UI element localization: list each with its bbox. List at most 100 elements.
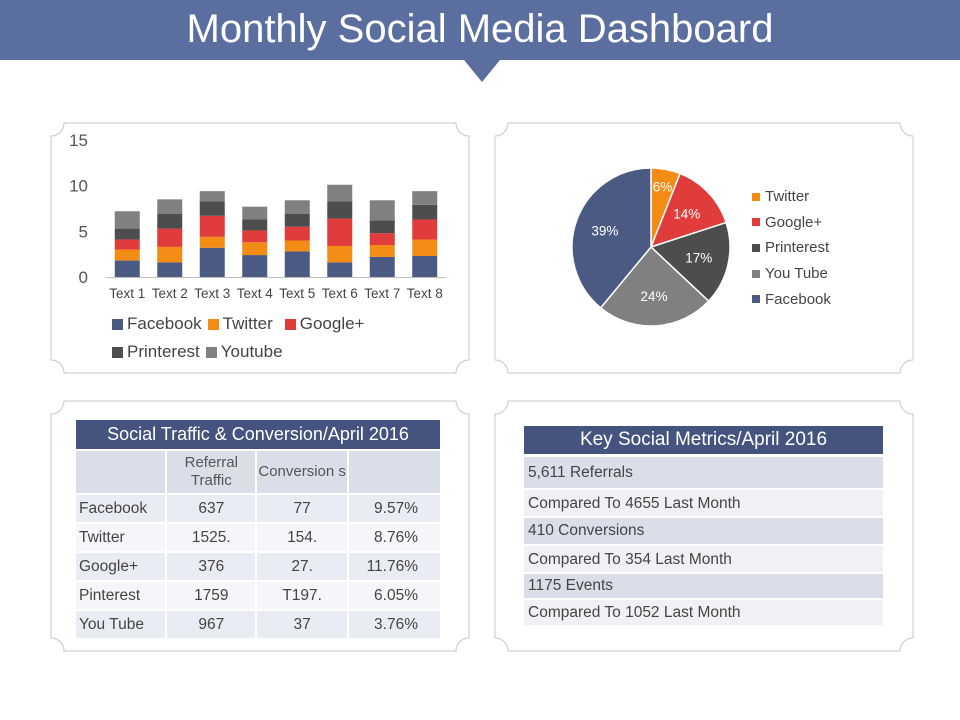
pie-data-label: 39% (591, 223, 618, 238)
bar-segment-google (284, 226, 310, 241)
traffic-table: Social Traffic & Conversion/April 2016 R… (74, 418, 442, 640)
bar-segment-twitter (199, 236, 225, 248)
stacked-bar-chart: 0 5 10 15 Text 1 Text 2 Text 3 Text 4 Text 5 Text… (69, 131, 446, 301)
bar-segment-facebook (114, 260, 140, 277)
legend-item-youtube: Youtube (205, 342, 283, 362)
bar-segment-facebook (199, 247, 225, 277)
bar-segment-twitter (114, 249, 140, 261)
legend-item-google-plus: Google+ (284, 314, 365, 334)
bar-segment-printerest (242, 219, 268, 231)
bar-segment-facebook (284, 251, 310, 277)
bar-segment-youtube (412, 191, 438, 205)
rate-cell: 11.76% (348, 553, 440, 580)
legend-swatch-youtube (205, 346, 217, 358)
panel-frame (494, 400, 914, 652)
y-tick-label: 5 (79, 222, 88, 241)
pie-legend-item-facebook: Facebook (752, 286, 862, 312)
bar-segment-facebook (369, 256, 395, 277)
metric-item: 410 Conversions (524, 518, 883, 544)
key-metrics-panel: Key Social Metrics/April 2016 5,611 Refe… (494, 400, 914, 652)
conversion-cell: T197. (257, 582, 347, 609)
page-title: Monthly Social Media Dashboard (186, 7, 774, 51)
x-tick-label: Text 5 (279, 286, 315, 301)
pie-legend-swatch-youtube (752, 269, 760, 278)
legend-swatch-printerest (112, 346, 123, 358)
pie-data-label: 14% (673, 206, 700, 221)
pie-legend-item-youtube: You Tube (752, 261, 862, 287)
bar-chart-panel: 0 5 10 15 Text 1 Text 2 Text 3 Text 4 Text 5 Text… (50, 122, 470, 374)
bar-segment-youtube (157, 199, 183, 214)
pie-legend-label-facebook: Facebook (765, 290, 831, 308)
bar-segment-facebook (157, 262, 183, 277)
legend-swatch-twitter (207, 318, 219, 330)
bar-chart-legend: Facebook Twitter Google+ Printerest Yout… (112, 310, 432, 366)
bar-segment-youtube (199, 191, 225, 202)
bar-segment-google (242, 230, 268, 243)
bar-segment-facebook (242, 255, 268, 277)
row-label: Twitter (76, 524, 166, 551)
legend-item-facebook: Facebook (112, 314, 202, 334)
pie-legend-item-google-plus: Google+ (752, 210, 862, 236)
x-tick-label: Text 6 (322, 286, 358, 301)
rate-cell: 3.76% (348, 611, 440, 638)
legend-label-facebook: Facebook (127, 314, 202, 333)
bar-segment-printerest (284, 213, 310, 227)
pie-slice-facebook (571, 167, 652, 309)
referral-cell: 1525. (167, 524, 256, 551)
key-metrics-list: Key Social Metrics/April 2016 5,611 Refe… (524, 426, 883, 627)
metric-item: 5,611 Referrals (524, 457, 883, 488)
bar-segment-twitter (242, 242, 268, 256)
bar-segment-google (412, 219, 438, 240)
bar-segment-twitter (369, 245, 395, 257)
legend-label-youtube: Youtube (220, 342, 283, 361)
pie-data-label: 6% (653, 179, 673, 194)
pie-legend-label-youtube: You Tube (765, 265, 828, 283)
bar-segment-printerest (114, 228, 140, 240)
pie-slice-printerest (649, 221, 731, 303)
column-header-conversions: Conversion s (257, 451, 347, 493)
rate-cell: 9.57% (348, 495, 440, 522)
pie-data-label: 24% (641, 289, 668, 304)
banner-pointer (464, 60, 500, 82)
row-label: Pinterest (76, 582, 166, 609)
panel-frame (494, 122, 914, 374)
bar-segment-youtube (284, 200, 310, 214)
bar-segment-printerest (199, 201, 225, 216)
bar-segment-twitter (412, 239, 438, 256)
legend-swatch-google-plus (284, 318, 296, 330)
legend-label-google-plus: Google+ (299, 314, 365, 333)
pie-legend-swatch-printerest (752, 243, 760, 252)
table-header-row: Referral Traffic Conversion s (76, 451, 440, 493)
bar-segment-google (369, 233, 395, 246)
rate-cell: 6.05% (348, 582, 440, 609)
bar-segment-twitter (284, 240, 310, 252)
pie-data-label: 17% (685, 251, 712, 266)
pie-legend-item-twitter: Twitter (752, 184, 862, 210)
x-tick-label: Text 4 (237, 286, 274, 301)
bar-segment-printerest (327, 201, 353, 219)
x-tick-label: Text 1 (109, 286, 145, 301)
bar-segment-facebook (327, 262, 353, 277)
pie-chart-panel: 6% 14% 17% 24% 39% Twitter Google+ Printeres… (494, 122, 914, 374)
y-tick-label: 15 (69, 131, 88, 150)
y-tick-label: 0 (79, 268, 88, 287)
table-row: Pinterest 1759 T197. 6.05% (76, 582, 440, 609)
bar-segment-printerest (369, 220, 395, 234)
legend-label-twitter: Twitter (222, 314, 273, 333)
bar-segment-twitter (327, 245, 353, 263)
panel-frame (50, 122, 470, 374)
bar-segment-printerest (412, 204, 438, 220)
x-tick-label: Text 7 (364, 286, 400, 301)
metric-item: Compared To 354 Last Month (524, 546, 883, 572)
pie-legend-swatch-facebook (752, 295, 760, 304)
bar-segment-youtube (114, 211, 140, 229)
bar-segment-printerest (157, 213, 183, 229)
column-header (348, 451, 440, 493)
table-row: Google+ 376 27. 11.76% (76, 553, 440, 580)
y-tick-label: 10 (69, 177, 88, 196)
row-label: Facebook (76, 495, 166, 522)
bar-segment-google (327, 218, 353, 246)
bar-segment-youtube (242, 206, 268, 220)
referral-cell: 637 (167, 495, 256, 522)
key-metrics-title: Key Social Metrics/April 2016 (524, 426, 883, 454)
